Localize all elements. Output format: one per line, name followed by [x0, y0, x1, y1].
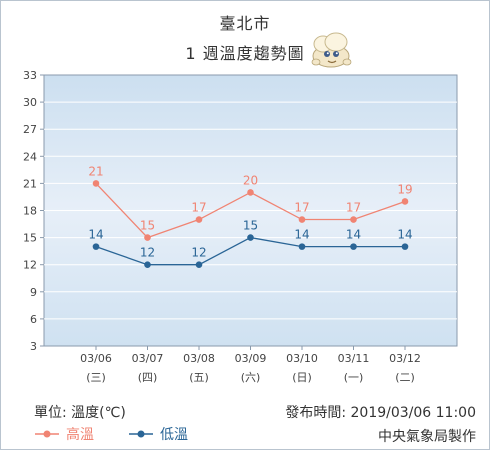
- y-tick-label: 12: [23, 259, 37, 272]
- x-tick-label: 03/11: [338, 352, 370, 365]
- x-weekday-label: (三): [86, 371, 106, 384]
- x-weekday-label: (日): [292, 371, 312, 384]
- legend-high-marker: [35, 430, 59, 438]
- data-point-low: [401, 243, 409, 250]
- data-point-low: [92, 243, 100, 250]
- data-point-low: [350, 243, 357, 250]
- x-tick-label: 03/10: [286, 352, 318, 365]
- data-label-high: 17: [294, 201, 309, 215]
- data-point-high: [195, 216, 203, 223]
- y-tick-label: 21: [23, 177, 37, 190]
- chart-location: 臺北市: [219, 14, 271, 33]
- data-point-high: [298, 216, 306, 223]
- legend-high: 高溫: [34, 424, 94, 444]
- data-point-high: [247, 189, 254, 196]
- y-tick-label: 33: [23, 69, 37, 82]
- y-tick-label: 9: [30, 286, 37, 299]
- data-label-high: 17: [191, 201, 206, 215]
- data-label-low: 14: [294, 228, 309, 242]
- x-tick-label: 03/06: [80, 352, 112, 365]
- y-tick-label: 18: [23, 205, 37, 218]
- y-tick-label: 6: [30, 313, 37, 326]
- x-tick-label: 03/09: [235, 352, 267, 365]
- legend-low: 低溫: [128, 424, 188, 444]
- legend-high-label: 高溫: [66, 427, 94, 443]
- agency-credit: 中央氣象局製作: [378, 429, 476, 445]
- y-tick-label: 24: [23, 150, 37, 163]
- unit-label: 單位: 溫度(℃): [34, 405, 126, 421]
- x-weekday-label: (二): [395, 371, 415, 384]
- data-point-low: [144, 261, 151, 269]
- data-label-low: 15: [243, 219, 258, 233]
- data-label-high: 20: [243, 173, 258, 187]
- data-point-low: [195, 261, 203, 269]
- data-label-low: 12: [140, 246, 155, 260]
- x-tick-label: 03/12: [389, 352, 421, 365]
- data-label-low: 14: [397, 228, 412, 242]
- data-label-low: 12: [191, 246, 206, 260]
- data-point-low: [247, 234, 254, 241]
- x-weekday-label: (四): [138, 371, 158, 384]
- y-tick-label: 3: [30, 340, 37, 353]
- y-tick-label: 27: [23, 123, 37, 136]
- publish-time: 發布時間: 2019/03/06 11:00: [285, 405, 476, 421]
- data-label-high: 17: [346, 201, 361, 215]
- data-label-low: 14: [346, 228, 361, 242]
- y-tick-label: 30: [23, 96, 37, 109]
- x-weekday-label: (一): [344, 371, 364, 384]
- y-tick-label: 15: [23, 232, 37, 245]
- data-point-low: [298, 243, 306, 250]
- data-point-high: [350, 216, 357, 223]
- x-tick-label: 03/08: [183, 352, 215, 365]
- data-label-high: 19: [397, 182, 412, 196]
- x-tick-label: 03/07: [132, 352, 164, 365]
- data-point-high: [401, 198, 409, 205]
- data-label-high: 15: [140, 219, 155, 233]
- data-point-high: [92, 180, 100, 187]
- chart-subtitle: 1 週溫度趨勢圖: [185, 44, 305, 63]
- legend-low-marker: [129, 430, 153, 438]
- data-label-high: 21: [88, 164, 103, 178]
- legend-low-label: 低溫: [160, 427, 188, 443]
- cloud-mascot-icon: [311, 32, 352, 68]
- data-point-high: [144, 234, 151, 241]
- x-weekday-label: (五): [189, 371, 209, 384]
- x-weekday-label: (六): [241, 371, 261, 384]
- data-label-low: 14: [88, 228, 103, 242]
